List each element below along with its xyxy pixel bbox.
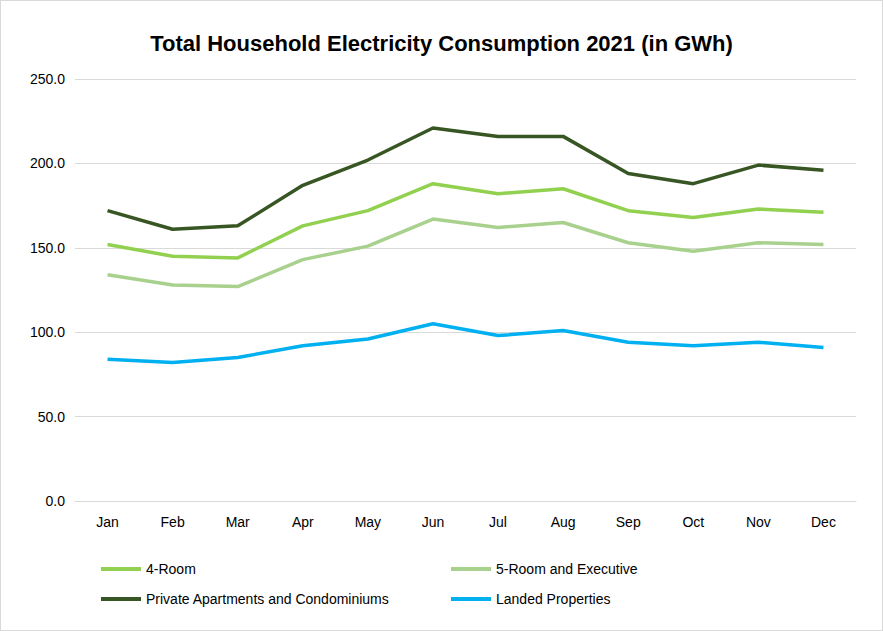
- svg-text:0.0: 0.0: [46, 493, 66, 509]
- svg-text:Sep: Sep: [616, 514, 641, 530]
- svg-text:50.0: 50.0: [38, 409, 65, 425]
- svg-text:Apr: Apr: [292, 514, 314, 530]
- svg-text:May: May: [355, 514, 381, 530]
- svg-text:250.0: 250.0: [30, 71, 65, 87]
- svg-text:150.0: 150.0: [30, 240, 65, 256]
- svg-text:Jun: Jun: [422, 514, 445, 530]
- svg-text:Landed Properties: Landed Properties: [496, 591, 610, 607]
- svg-text:Mar: Mar: [226, 514, 250, 530]
- svg-text:Dec: Dec: [811, 514, 836, 530]
- svg-text:4-Room: 4-Room: [146, 561, 196, 577]
- svg-text:Aug: Aug: [551, 514, 576, 530]
- svg-text:5-Room and Executive: 5-Room and Executive: [496, 561, 638, 577]
- svg-text:Oct: Oct: [682, 514, 704, 530]
- svg-text:Nov: Nov: [746, 514, 771, 530]
- svg-text:Feb: Feb: [161, 514, 185, 530]
- svg-text:100.0: 100.0: [30, 324, 65, 340]
- svg-text:200.0: 200.0: [30, 155, 65, 171]
- svg-text:Private Apartments and Condomi: Private Apartments and Condominiums: [146, 591, 389, 607]
- svg-text:Jul: Jul: [489, 514, 507, 530]
- svg-text:Jan: Jan: [96, 514, 119, 530]
- svg-text:Total Household Electricity Co: Total Household Electricity Consumption …: [150, 31, 733, 56]
